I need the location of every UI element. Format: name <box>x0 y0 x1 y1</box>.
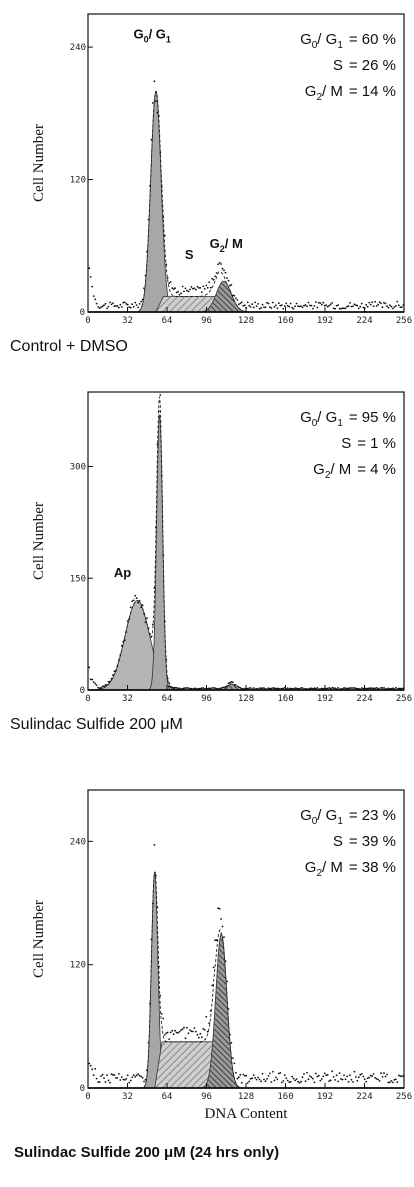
x-tick-label: 160 <box>277 694 293 704</box>
x-tick-label: 256 <box>396 1092 412 1102</box>
phase-percentage: G2/ M = 38 % <box>305 859 396 879</box>
x-tick-label: 0 <box>85 1092 90 1102</box>
y-tick-label: 240 <box>70 43 86 53</box>
y-tick-label: 0 <box>80 308 85 318</box>
x-tick-label: 128 <box>238 1092 254 1102</box>
x-tick-label: 160 <box>277 1092 293 1102</box>
chart-caption: Sulindac Sulfide 200 μM <box>10 716 183 733</box>
histogram-chart: 0 32 64 96 128 160 192 224 256 0 120 240 Cell Number… <box>31 13 412 326</box>
x-tick-label: 96 <box>201 694 212 704</box>
peak-label: S <box>185 247 194 262</box>
peak-label: Ap <box>114 565 131 580</box>
component-area-g0-g1 <box>137 90 175 313</box>
x-tick-label: 224 <box>356 1092 372 1102</box>
x-tick-label: 0 <box>85 316 90 326</box>
x-tick-label: 64 <box>162 316 173 326</box>
y-tick-label: 120 <box>70 176 86 186</box>
x-tick-label: 160 <box>277 316 293 326</box>
x-tick-label: 32 <box>122 316 133 326</box>
x-axis-label: DNA Content <box>205 1106 289 1122</box>
x-tick-label: 192 <box>317 316 333 326</box>
histogram-chart: 0 32 64 96 128 160 192 224 256 0 120 240 Cell Number… <box>31 789 412 1122</box>
raw-data-points <box>88 80 405 310</box>
component-area-g2-m <box>218 683 245 691</box>
histogram-panel-control: 0 32 64 96 128 160 192 224 256 0 120 240 Cell Number… <box>0 0 414 390</box>
model-fit-curve <box>89 90 404 313</box>
y-tick-label: 120 <box>70 961 86 971</box>
peak-label: G0/ G1 <box>133 26 171 44</box>
x-tick-label: 256 <box>396 316 412 326</box>
component-area-s <box>154 1041 222 1089</box>
y-tick-label: 150 <box>70 574 86 584</box>
phase-percentage: S = 39 % <box>333 833 396 850</box>
x-tick-label: 128 <box>238 694 254 704</box>
chart-caption: Sulindac Sulfide 200 μM (24 hrs only) <box>14 1144 280 1161</box>
phase-percentage: G0/ G1 = 95 % <box>300 409 396 429</box>
phase-percentage: S = 1 % <box>341 435 396 452</box>
y-tick-label: 300 <box>70 463 86 473</box>
x-tick-label: 96 <box>201 316 212 326</box>
y-axis-label: Cell Number <box>31 502 47 580</box>
x-tick-label: 64 <box>162 694 173 704</box>
peak-label: G2/ M <box>210 236 243 254</box>
x-tick-label: 0 <box>85 694 90 704</box>
x-tick-label: 192 <box>317 1092 333 1102</box>
chart-caption: Control + DMSO <box>10 338 128 355</box>
histogram-chart: 0 32 64 96 128 160 192 224 256 0 150 300 Cell Number… <box>31 391 412 704</box>
raw-data-points <box>88 394 405 691</box>
x-tick-label: 224 <box>356 316 372 326</box>
model-fit-curve <box>89 396 404 691</box>
raw-data-points <box>88 844 405 1084</box>
phase-percentage: G0/ G1 = 60 % <box>300 31 396 51</box>
y-axis-label: Cell Number <box>31 900 47 978</box>
y-tick-label: 0 <box>80 686 85 696</box>
x-tick-label: 192 <box>317 694 333 704</box>
model-fit-curve <box>89 871 404 1089</box>
y-axis-label: Cell Number <box>31 124 47 202</box>
histogram-panel-sulindac: 0 32 64 96 128 160 192 224 256 0 150 300 Cell Number… <box>0 378 414 768</box>
x-tick-label: 64 <box>162 1092 173 1102</box>
y-tick-label: 0 <box>80 1084 85 1094</box>
x-tick-label: 256 <box>396 694 412 704</box>
x-tick-label: 32 <box>122 1092 133 1102</box>
x-tick-label: 32 <box>122 694 133 704</box>
x-tick-label: 224 <box>356 694 372 704</box>
phase-percentage: G0/ G1 = 23 % <box>300 807 396 827</box>
x-tick-label: 96 <box>201 1092 212 1102</box>
phase-percentage: G2/ M = 4 % <box>313 461 396 481</box>
x-tick-label: 128 <box>238 316 254 326</box>
component-area-g0-g1 <box>148 414 171 691</box>
phase-percentage: G2/ M = 14 % <box>305 83 396 103</box>
y-tick-label: 240 <box>70 837 86 847</box>
phase-percentage: S = 26 % <box>333 57 396 74</box>
histogram-panel-sulindac-24h: 0 32 64 96 128 160 192 224 256 0 120 240 Cell Number… <box>0 776 414 1186</box>
